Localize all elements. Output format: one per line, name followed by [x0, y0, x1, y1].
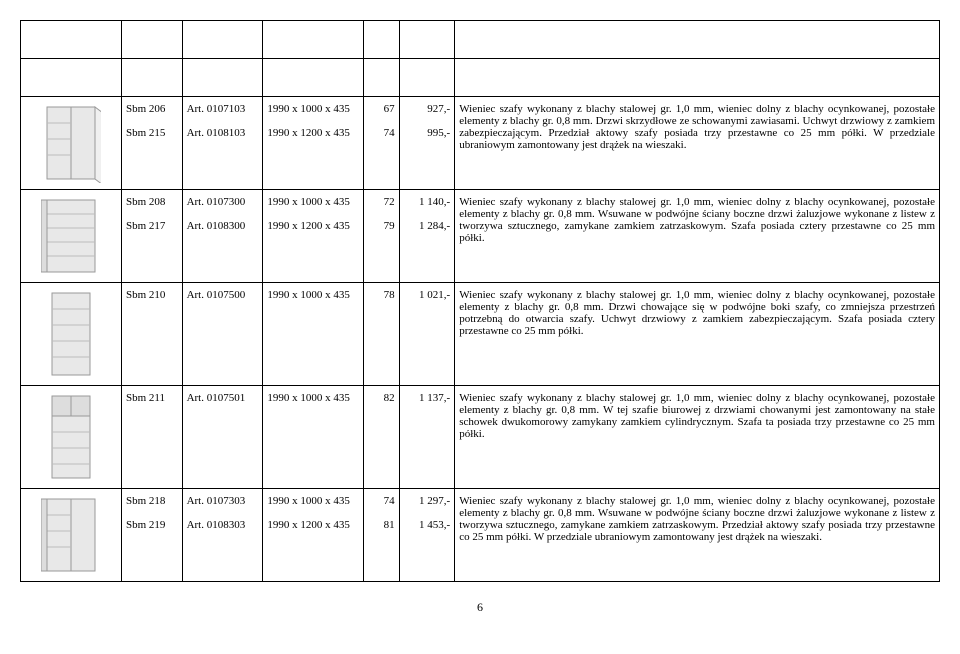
- page-number: 6: [20, 600, 940, 615]
- article-no: Art. 0107103: [187, 103, 259, 115]
- weight: 79: [368, 220, 394, 232]
- cabinet-icon: [46, 392, 96, 482]
- weight: 81: [368, 519, 394, 531]
- catalog-table: Sbm 206 Sbm 215 Art. 0107103 Art. 010810…: [20, 20, 940, 582]
- symbol: Sbm 215: [126, 127, 178, 139]
- article-no: Art. 0108103: [187, 127, 259, 139]
- price: 1 140,-: [404, 196, 451, 208]
- blank-row-2: [21, 59, 940, 97]
- cabinet-icon: [46, 289, 96, 379]
- price: 1 284,-: [404, 220, 451, 232]
- weight: 74: [368, 495, 394, 507]
- description: Wieniec szafy wykonany z blachy stalowej…: [455, 97, 940, 190]
- cabinet-icon: [41, 196, 101, 276]
- symbol: Sbm 217: [126, 220, 178, 232]
- cabinet-icon: [41, 495, 101, 575]
- description: Wieniec szafy wykonany z blachy stalowej…: [455, 190, 940, 283]
- symbol: Sbm 210: [126, 289, 178, 301]
- weight: 82: [368, 392, 394, 404]
- price: 995,-: [404, 127, 451, 139]
- symbol: Sbm 211: [126, 392, 178, 404]
- weight: 74: [368, 127, 394, 139]
- price: 1 297,-: [404, 495, 451, 507]
- table-row: Sbm 206 Sbm 215 Art. 0107103 Art. 010810…: [21, 97, 940, 190]
- price: 1 021,-: [404, 289, 451, 301]
- description: Wieniec szafy wykonany z blachy stalowej…: [455, 489, 940, 582]
- weight: 78: [368, 289, 394, 301]
- price: 927,-: [404, 103, 451, 115]
- article-no: Art. 0107500: [187, 289, 259, 301]
- weight: 67: [368, 103, 394, 115]
- dimensions: 1990 x 1000 x 435: [267, 289, 359, 301]
- article-no: Art. 0107303: [187, 495, 259, 507]
- table-row: Sbm 208 Sbm 217 Art. 0107300 Art. 010830…: [21, 190, 940, 283]
- table-row: Sbm 211 Art. 0107501 1990 x 1000 x 435 8…: [21, 386, 940, 489]
- dimensions: 1990 x 1000 x 435: [267, 103, 359, 115]
- table-row: Sbm 218 Sbm 219 Art. 0107303 Art. 010830…: [21, 489, 940, 582]
- blank-row-1: [21, 21, 940, 59]
- cabinet-icon: [41, 103, 101, 183]
- symbol: Sbm 219: [126, 519, 178, 531]
- price: 1 453,-: [404, 519, 451, 531]
- table-row: Sbm 210 Art. 0107500 1990 x 1000 x 435 7…: [21, 283, 940, 386]
- symbol: Sbm 206: [126, 103, 178, 115]
- symbol: Sbm 208: [126, 196, 178, 208]
- dimensions: 1990 x 1200 x 435: [267, 519, 359, 531]
- article-no: Art. 0108300: [187, 220, 259, 232]
- dimensions: 1990 x 1200 x 435: [267, 220, 359, 232]
- dimensions: 1990 x 1000 x 435: [267, 495, 359, 507]
- weight: 72: [368, 196, 394, 208]
- description: Wieniec szafy wykonany z blachy stalowej…: [455, 283, 940, 386]
- article-no: Art. 0107300: [187, 196, 259, 208]
- price: 1 137,-: [404, 392, 451, 404]
- dimensions: 1990 x 1200 x 435: [267, 127, 359, 139]
- article-no: Art. 0107501: [187, 392, 259, 404]
- dimensions: 1990 x 1000 x 435: [267, 392, 359, 404]
- dimensions: 1990 x 1000 x 435: [267, 196, 359, 208]
- description: Wieniec szafy wykonany z blachy stalowej…: [455, 386, 940, 489]
- article-no: Art. 0108303: [187, 519, 259, 531]
- symbol: Sbm 218: [126, 495, 178, 507]
